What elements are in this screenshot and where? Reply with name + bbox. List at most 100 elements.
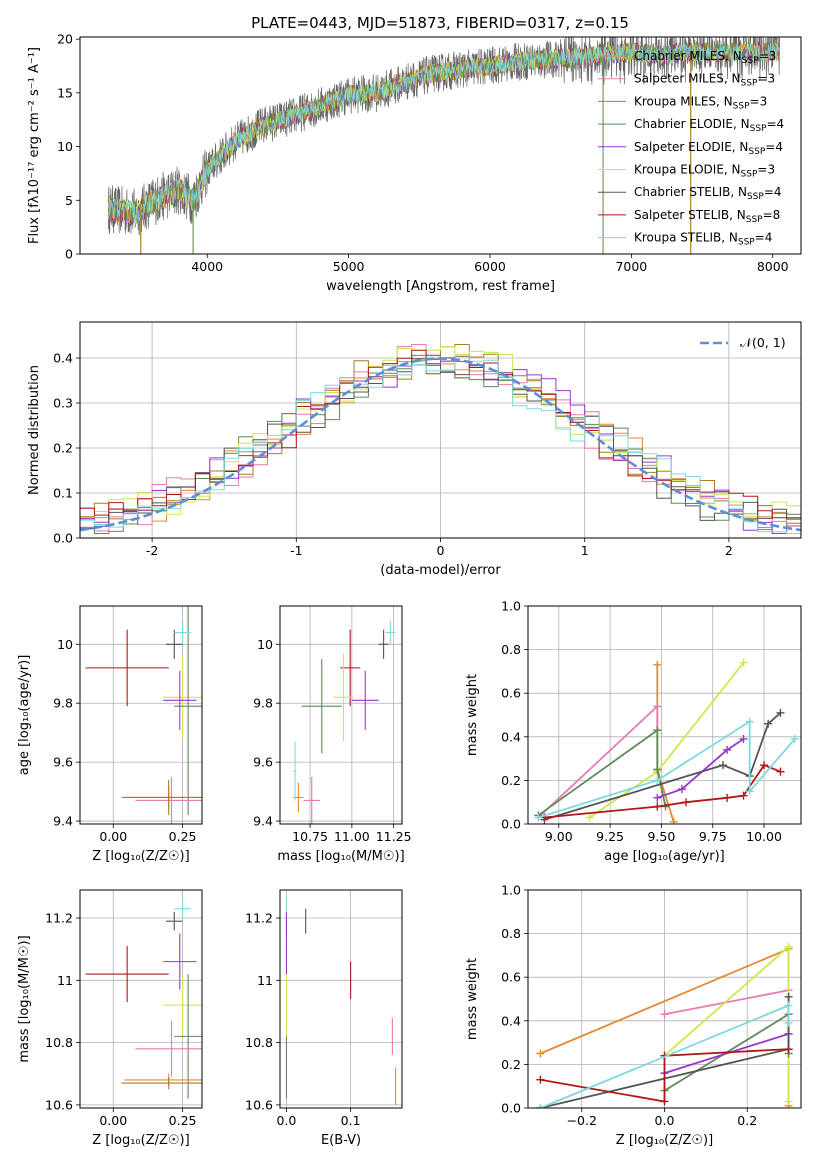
histogram-kroupa_stelib — [80, 355, 801, 534]
axes-frame — [279, 605, 403, 825]
legend-label: Kroupa STELIB, NSSP=4 — [634, 231, 772, 248]
y-tick-label: 11.2 — [45, 911, 73, 926]
plot-area-weight_vs_age — [528, 606, 801, 824]
x-axis-label: age [log₁₀(age/yr)] — [604, 849, 725, 864]
weight-marker-kroupa_stelib — [653, 776, 662, 785]
y-tick-label: 0.4 — [501, 729, 521, 744]
legend-label: Salpeter ELODIE, NSSP=4 — [634, 140, 783, 157]
y-tick-label: 0.4 — [53, 351, 73, 366]
plot-area-age_vs_Z — [80, 606, 202, 824]
y-axis-label: mass weight — [465, 958, 480, 1040]
weight-marker-salpeter_stelib — [760, 761, 769, 770]
axes-frame — [279, 889, 403, 1109]
y-tick-label: 0.3 — [53, 396, 73, 411]
weight-marker-kroupa_stelib — [784, 1001, 793, 1010]
legend-label-normal: 𝒩(0, 1) — [740, 335, 786, 350]
y-tick-label: 0.8 — [501, 642, 521, 657]
x-tick-label: 2 — [725, 543, 733, 558]
weight-marker-salpeter_miles — [653, 702, 662, 711]
x-tick-label: 10.00 — [746, 829, 782, 844]
plot-area-mass_vs_Z — [80, 890, 202, 1108]
weight-marker-salpeter_stelib — [723, 793, 732, 802]
y-tick-label: 0.2 — [501, 1057, 521, 1072]
y-tick-label: 10.8 — [45, 1035, 73, 1050]
x-axis-label: E(B-V) — [321, 1133, 361, 1148]
weight-marker-salpeter_elodie — [739, 734, 748, 743]
weight-marker-salpeter_stelib — [536, 1075, 545, 1084]
histogram-kroupa_elodie — [80, 346, 801, 518]
weight-marker-chabrier_stelib — [719, 761, 727, 770]
normal-curve — [80, 357, 801, 532]
figure-title: PLATE=0443, MJD=51873, FIBERID=0317, z=0… — [251, 14, 629, 32]
weight-marker-kroupa_stelib — [534, 813, 543, 822]
weight-line-salpeter_stelib — [540, 1048, 789, 1103]
axes-residuals: -2 -1 0 1 2 0.0 0.1 0.2 0.3 0.4 (data-model)/error… — [27, 321, 802, 578]
y-tick-label: 1.0 — [501, 883, 521, 898]
x-axis-label: (data-model)/error — [380, 563, 501, 578]
x-tick-label: 10.75 — [292, 829, 328, 844]
axes-frame — [79, 889, 203, 1109]
legend-label: Salpeter MILES, NSSP=3 — [634, 72, 775, 89]
x-tick-label: 4000 — [191, 259, 223, 274]
y-tick-label: 0.2 — [501, 773, 521, 788]
weight-marker-chabrier_miles — [653, 660, 662, 669]
weight-line-kroupa_stelib — [538, 719, 796, 819]
weight-marker-kroupa_elodie — [739, 658, 748, 667]
x-tick-label: 0 — [437, 543, 445, 558]
weight-marker-kroupa_stelib — [745, 787, 754, 796]
plot-area-residuals — [80, 322, 801, 538]
plot-area-spectrum — [107, 37, 780, 254]
y-tick-label: 9.4 — [53, 814, 73, 829]
weight-marker-salpeter_stelib — [660, 1097, 669, 1106]
y-tick-label: 0 — [65, 247, 73, 262]
y-tick-label: 0.2 — [53, 441, 73, 456]
legend-label: Kroupa MILES, NSSP=3 — [634, 94, 767, 111]
axes-mass_vs_Z: 0.00 0.25 10.6 10.8 11 11.2 Z [log₁₀(Z/Z☉)] mas… — [17, 889, 203, 1148]
x-tick-label: 11.25 — [376, 829, 412, 844]
y-tick-label: 0.8 — [501, 926, 521, 941]
y-tick-label: 11 — [257, 973, 273, 988]
x-axis-label: wavelength [Angstrom, rest frame] — [326, 279, 555, 294]
weight-marker-kroupa_stelib — [745, 717, 754, 726]
weight-marker-kroupa_stelib — [790, 734, 799, 743]
plot-area-weight_vs_Z — [528, 890, 801, 1108]
weight-marker-chabrier_miles — [669, 817, 678, 824]
y-tick-label: 11 — [57, 973, 73, 988]
legend-label: Chabrier ELODIE, NSSP=4 — [634, 117, 784, 134]
weight-marker-chabrier_stelib — [764, 719, 773, 728]
axes-frame — [527, 605, 802, 825]
x-axis-label: Z [log₁₀(Z/Z☉)] — [92, 849, 189, 864]
y-tick-label: 5 — [65, 193, 73, 208]
x-tick-label: 11.00 — [334, 829, 370, 844]
weight-marker-chabrier_stelib — [784, 992, 793, 1001]
y-tick-label: 10 — [57, 139, 73, 154]
y-tick-label: 9.8 — [253, 696, 273, 711]
legend-label: Salpeter STELIB, NSSP=8 — [634, 208, 780, 225]
axes-frame — [79, 321, 802, 539]
y-tick-label: 0.0 — [53, 531, 73, 546]
y-axis-label: Normed distribution — [27, 365, 42, 495]
weight-marker-chabrier_elodie — [653, 726, 662, 735]
x-tick-label: -1 — [290, 543, 302, 558]
y-tick-label: 11.2 — [245, 911, 273, 926]
y-tick-label: 10.6 — [245, 1097, 273, 1112]
x-tick-label: 0.00 — [99, 1113, 127, 1128]
x-tick-label: 0.2 — [737, 1113, 757, 1128]
y-tick-label: 10.8 — [245, 1035, 273, 1050]
weight-marker-chabrier_elodie — [653, 765, 662, 774]
y-tick-label: 0.0 — [501, 1101, 521, 1116]
weight-marker-salpeter_stelib — [653, 802, 662, 811]
y-tick-label: 0.6 — [501, 970, 521, 985]
weight-marker-salpeter_elodie — [653, 793, 662, 802]
weight-marker-salpeter_stelib — [739, 791, 748, 800]
weight-marker-salpeter_stelib — [776, 767, 785, 776]
y-tick-label: 10 — [57, 637, 73, 652]
spectrum-legend: Chabrier MILES, NSSP=3 Salpeter MILES, NS… — [598, 49, 784, 248]
y-axis-label: Flux [fλ10⁻¹⁷ erg cm⁻² s⁻¹ A⁻¹] — [27, 47, 42, 244]
y-axis-label: mass weight — [465, 674, 480, 756]
x-tick-label: 9.00 — [545, 829, 573, 844]
y-tick-label: 9.6 — [53, 755, 73, 770]
x-tick-label: 9.25 — [596, 829, 624, 844]
x-tick-label: 0.25 — [169, 829, 197, 844]
